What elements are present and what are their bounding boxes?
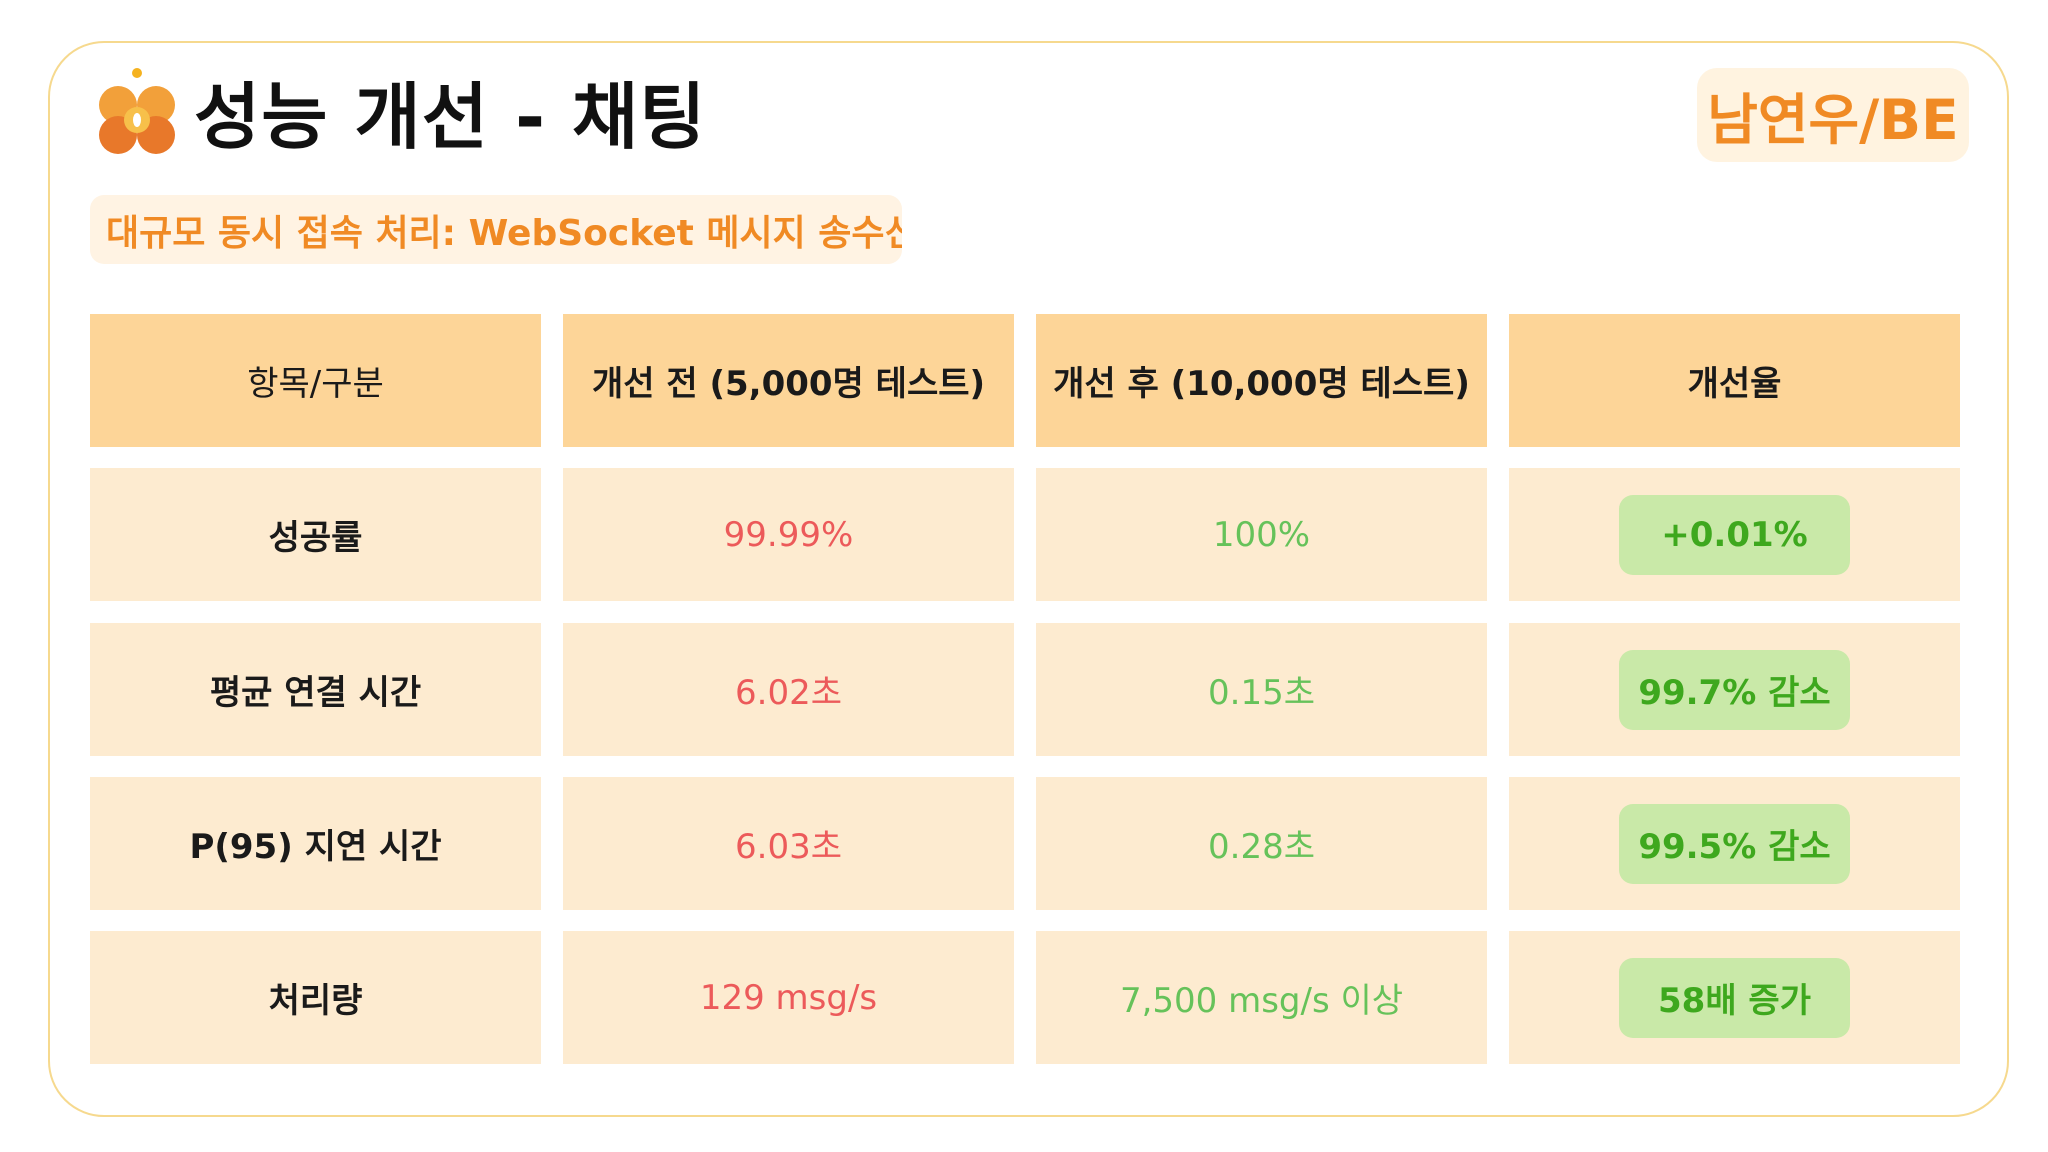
clover-logo-icon	[99, 68, 175, 154]
improvement-cell-throughput: 58배 증가	[1509, 931, 1960, 1064]
after-value-avg-connect-time: 0.15초	[1036, 623, 1487, 756]
row-label-success-rate: 성공률	[90, 468, 541, 601]
row-label-p95-latency: P(95) 지연 시간	[90, 777, 541, 910]
improvement-badge: +0.01%	[1619, 494, 1850, 575]
column-header-before: 개선 전 (5,000명 테스트)	[563, 314, 1014, 447]
author-badge: 남연우/BE	[1697, 68, 1969, 162]
before-value-throughput: 129 msg/s	[563, 931, 1014, 1064]
improvement-cell-p95-latency: 99.5% 감소	[1509, 777, 1960, 910]
improvement-cell-success-rate: +0.01%	[1509, 468, 1960, 601]
improvement-badge: 99.7% 감소	[1619, 649, 1850, 730]
column-header-improvement: 개선율	[1509, 314, 1960, 447]
page-title: 성능 개선 - 채팅	[194, 75, 707, 159]
section-subtitle: 대규모 동시 접속 처리: WebSocket 메시지 송수신	[90, 195, 902, 264]
after-value-success-rate: 100%	[1036, 468, 1487, 601]
column-header-after: 개선 후 (10,000명 테스트)	[1036, 314, 1487, 447]
row-label-throughput: 처리량	[90, 931, 541, 1064]
before-value-success-rate: 99.99%	[563, 468, 1014, 601]
row-label-avg-connect-time: 평균 연결 시간	[90, 623, 541, 756]
before-value-avg-connect-time: 6.02초	[563, 623, 1014, 756]
before-value-p95-latency: 6.03초	[563, 777, 1014, 910]
after-value-p95-latency: 0.28초	[1036, 777, 1487, 910]
improvement-badge: 58배 증가	[1619, 957, 1850, 1038]
improvement-badge: 99.5% 감소	[1619, 803, 1850, 884]
column-header-item: 항목/구분	[90, 314, 541, 447]
improvement-cell-avg-connect-time: 99.7% 감소	[1509, 623, 1960, 756]
after-value-throughput: 7,500 msg/s 이상	[1036, 931, 1487, 1064]
